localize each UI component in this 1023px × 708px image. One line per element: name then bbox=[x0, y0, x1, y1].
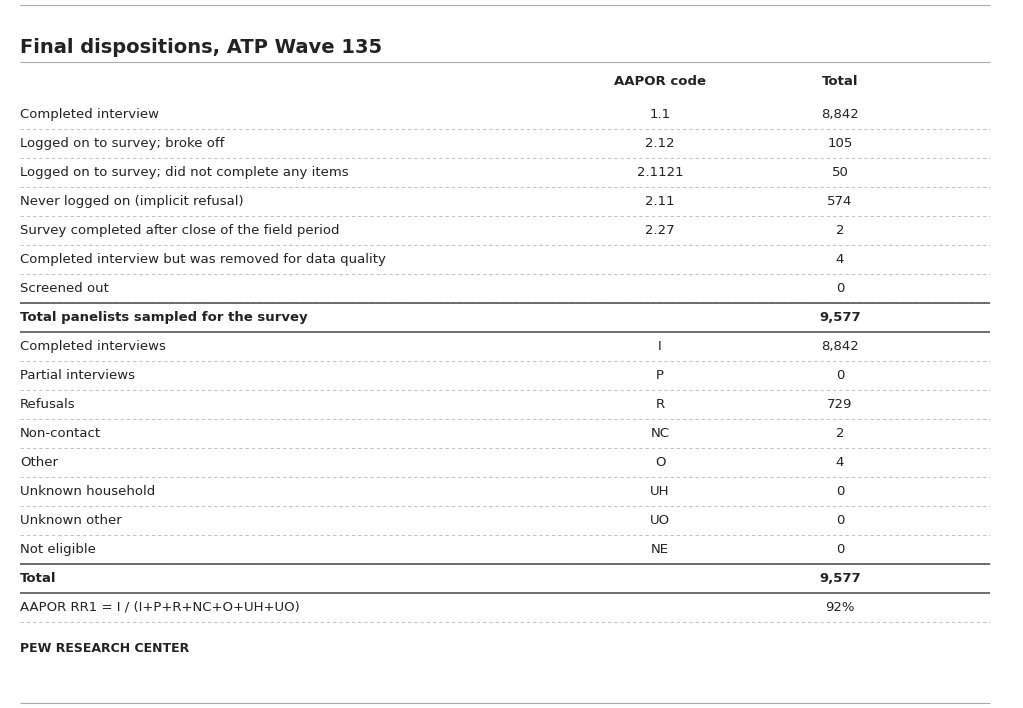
Text: Final dispositions, ATP Wave 135: Final dispositions, ATP Wave 135 bbox=[20, 38, 383, 57]
Text: Total panelists sampled for the survey: Total panelists sampled for the survey bbox=[20, 311, 308, 324]
Text: NC: NC bbox=[651, 427, 669, 440]
Text: 2.12: 2.12 bbox=[646, 137, 675, 150]
Text: 0: 0 bbox=[836, 485, 844, 498]
Text: O: O bbox=[655, 456, 665, 469]
Text: AAPOR RR1 = I / (I+P+R+NC+O+UH+UO): AAPOR RR1 = I / (I+P+R+NC+O+UH+UO) bbox=[20, 601, 300, 614]
Text: Not eligible: Not eligible bbox=[20, 543, 96, 556]
Text: PEW RESEARCH CENTER: PEW RESEARCH CENTER bbox=[20, 642, 189, 655]
Text: Screened out: Screened out bbox=[20, 282, 108, 295]
Text: 2.1121: 2.1121 bbox=[636, 166, 683, 179]
Text: 9,577: 9,577 bbox=[819, 572, 860, 585]
Text: 92%: 92% bbox=[826, 601, 855, 614]
Text: Total: Total bbox=[20, 572, 56, 585]
Text: 4: 4 bbox=[836, 456, 844, 469]
Text: 2: 2 bbox=[836, 427, 844, 440]
Text: 1.1: 1.1 bbox=[650, 108, 670, 121]
Text: 0: 0 bbox=[836, 369, 844, 382]
Text: UH: UH bbox=[651, 485, 670, 498]
Text: Completed interview: Completed interview bbox=[20, 108, 159, 121]
Text: 50: 50 bbox=[832, 166, 848, 179]
Text: Survey completed after close of the field period: Survey completed after close of the fiel… bbox=[20, 224, 340, 237]
Text: Total: Total bbox=[821, 75, 858, 88]
Text: UO: UO bbox=[650, 514, 670, 527]
Text: NE: NE bbox=[651, 543, 669, 556]
Text: Partial interviews: Partial interviews bbox=[20, 369, 135, 382]
Text: Logged on to survey; did not complete any items: Logged on to survey; did not complete an… bbox=[20, 166, 349, 179]
Text: Never logged on (implicit refusal): Never logged on (implicit refusal) bbox=[20, 195, 243, 208]
Text: 574: 574 bbox=[828, 195, 853, 208]
Text: Non-contact: Non-contact bbox=[20, 427, 101, 440]
Text: Completed interview but was removed for data quality: Completed interview but was removed for … bbox=[20, 253, 386, 266]
Text: 105: 105 bbox=[828, 137, 853, 150]
Text: P: P bbox=[656, 369, 664, 382]
Text: 2.27: 2.27 bbox=[646, 224, 675, 237]
Text: 0: 0 bbox=[836, 543, 844, 556]
Text: 4: 4 bbox=[836, 253, 844, 266]
Text: Unknown other: Unknown other bbox=[20, 514, 122, 527]
Text: 0: 0 bbox=[836, 514, 844, 527]
Text: AAPOR code: AAPOR code bbox=[614, 75, 706, 88]
Text: Refusals: Refusals bbox=[20, 398, 76, 411]
Text: 8,842: 8,842 bbox=[821, 340, 859, 353]
Text: Logged on to survey; broke off: Logged on to survey; broke off bbox=[20, 137, 224, 150]
Text: Completed interviews: Completed interviews bbox=[20, 340, 166, 353]
Text: 2.11: 2.11 bbox=[646, 195, 675, 208]
Text: I: I bbox=[658, 340, 662, 353]
Text: 8,842: 8,842 bbox=[821, 108, 859, 121]
Text: 9,577: 9,577 bbox=[819, 311, 860, 324]
Text: 2: 2 bbox=[836, 224, 844, 237]
Text: Unknown household: Unknown household bbox=[20, 485, 155, 498]
Text: 0: 0 bbox=[836, 282, 844, 295]
Text: Other: Other bbox=[20, 456, 58, 469]
Text: 729: 729 bbox=[828, 398, 853, 411]
Text: R: R bbox=[656, 398, 665, 411]
